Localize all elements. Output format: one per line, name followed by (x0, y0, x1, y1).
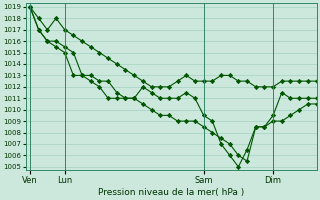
X-axis label: Pression niveau de la mer( hPa ): Pression niveau de la mer( hPa ) (98, 188, 244, 197)
